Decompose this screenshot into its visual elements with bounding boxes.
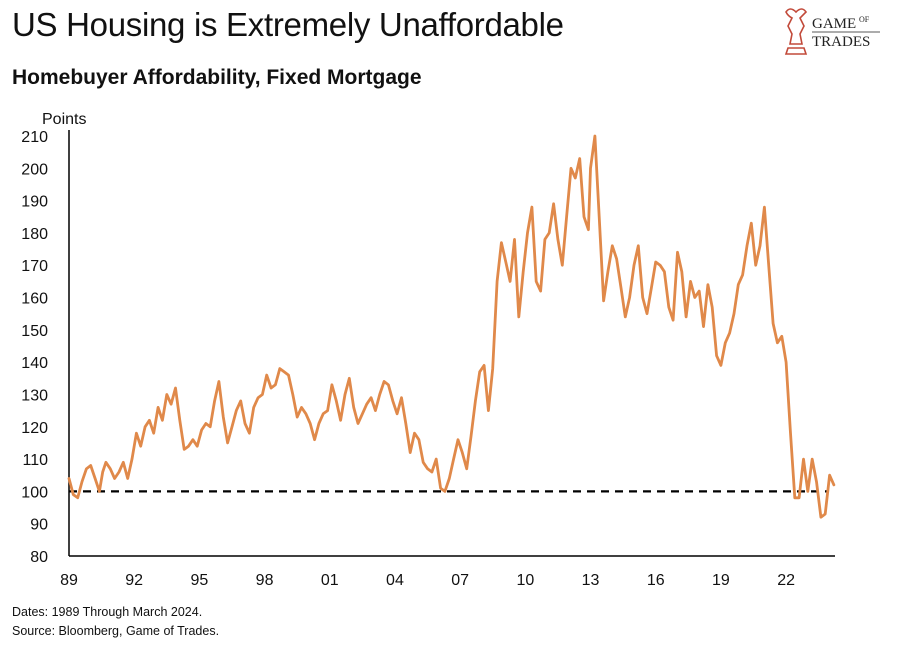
y-tick-label: 130 xyxy=(21,387,48,404)
series-line xyxy=(67,134,836,519)
x-tick-label: 22 xyxy=(777,572,795,589)
y-tick-label: 120 xyxy=(21,420,48,437)
game-of-trades-logo: GAME OF TRADES xyxy=(784,8,880,55)
y-axis-ticks: 80 90 100 110 120 130 140 150 160 170 180 190 200 210 xyxy=(21,129,48,566)
y-tick-label: 200 xyxy=(21,161,48,178)
y-tick-label: 190 xyxy=(21,194,48,211)
logo-text-game: GAME xyxy=(812,16,856,32)
page-title: US Housing is Extremely Unaffordable xyxy=(12,6,564,43)
logo-text-of: OF xyxy=(859,15,870,24)
y-tick-label: 170 xyxy=(21,258,48,275)
source-note: Source: Bloomberg, Game of Trades. xyxy=(12,624,220,638)
y-axis-label: Points xyxy=(42,111,86,128)
bull-knight-icon xyxy=(784,8,808,55)
x-tick-label: 19 xyxy=(712,572,730,589)
x-tick-label: 92 xyxy=(125,572,143,589)
y-tick-label: 90 xyxy=(30,517,48,534)
x-tick-label: 16 xyxy=(647,572,665,589)
x-axis-ticks: 89 92 95 98 01 04 07 10 13 16 19 22 xyxy=(60,572,795,589)
x-tick-label: 04 xyxy=(386,572,404,589)
chart-footer: Dates: 1989 Through March 2024. Source: … xyxy=(12,603,219,641)
x-tick-label: 95 xyxy=(190,572,208,589)
x-tick-label: 10 xyxy=(516,572,534,589)
y-tick-label: 110 xyxy=(22,452,48,469)
y-tick-label: 100 xyxy=(21,484,48,501)
x-tick-label: 13 xyxy=(582,572,600,589)
y-tick-label: 210 xyxy=(21,129,48,146)
x-tick-label: 98 xyxy=(256,572,274,589)
y-tick-label: 80 xyxy=(30,549,48,566)
logo-text-trades: TRADES xyxy=(812,34,870,50)
x-tick-label: 89 xyxy=(60,572,78,589)
x-tick-label: 07 xyxy=(451,572,469,589)
x-tick-label: 01 xyxy=(321,572,339,589)
affordability-line-chart: Points 80 90 100 110 120 130 140 150 160 170 180 19… xyxy=(21,111,836,589)
chart-subtitle: Homebuyer Affordability, Fixed Mortgage xyxy=(12,66,422,89)
y-tick-label: 140 xyxy=(21,355,48,372)
dates-note: Dates: 1989 Through March 2024. xyxy=(12,605,203,619)
y-tick-label: 160 xyxy=(21,291,48,308)
y-tick-label: 150 xyxy=(21,323,48,340)
y-tick-label: 180 xyxy=(21,226,48,243)
